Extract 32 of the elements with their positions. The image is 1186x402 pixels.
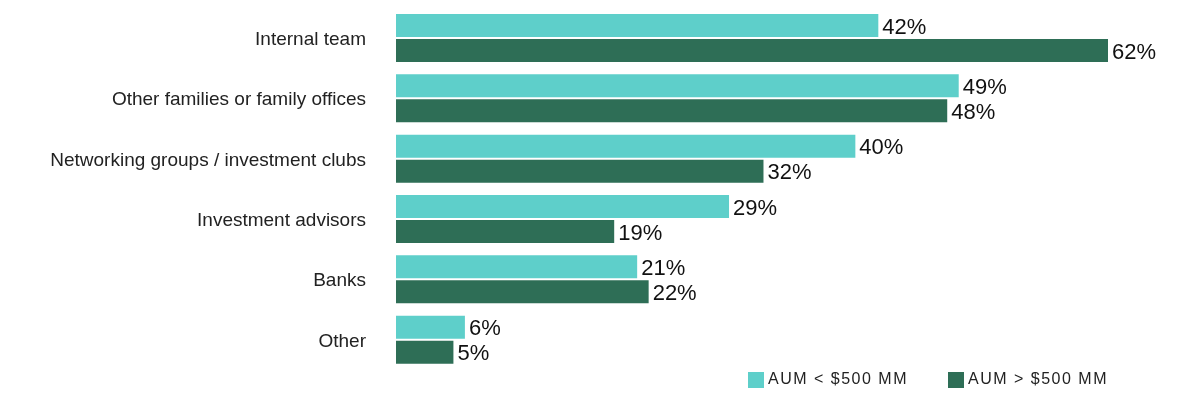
- y-tick-label: Other: [318, 329, 367, 351]
- bar: [396, 255, 638, 279]
- bar: [396, 220, 615, 244]
- bar: [396, 280, 649, 304]
- data-label: 32%: [767, 159, 812, 185]
- data-label: 48%: [951, 98, 996, 124]
- bar: [396, 159, 764, 183]
- y-tick-label: Internal team: [255, 27, 366, 49]
- data-label: 5%: [457, 340, 490, 366]
- bar: [396, 134, 856, 158]
- y-tick-label: Investment advisors: [197, 208, 366, 230]
- bar: [396, 99, 948, 123]
- legend-label: AUM > $500 MM: [968, 370, 1108, 387]
- bar: [396, 340, 454, 364]
- data-label: 22%: [652, 279, 697, 305]
- data-label: 21%: [641, 254, 686, 280]
- data-label: 62%: [1112, 38, 1157, 64]
- data-label: 40%: [859, 134, 904, 160]
- data-label: 29%: [733, 194, 778, 220]
- y-tick-label: Other families or family offices: [111, 88, 366, 110]
- data-label: 42%: [882, 13, 927, 39]
- legend-label: AUM < $500 MM: [768, 370, 908, 387]
- data-label: 6%: [468, 315, 501, 341]
- bar: [396, 14, 879, 38]
- data-label: 49%: [962, 73, 1007, 99]
- y-tick-label: Banks: [313, 269, 366, 291]
- y-tick-label: Networking groups / investment clubs: [50, 148, 366, 170]
- bar: [396, 74, 959, 98]
- bar: [396, 315, 465, 339]
- bar: [396, 39, 1108, 63]
- data-label: 19%: [618, 219, 663, 245]
- bar: [396, 195, 730, 219]
